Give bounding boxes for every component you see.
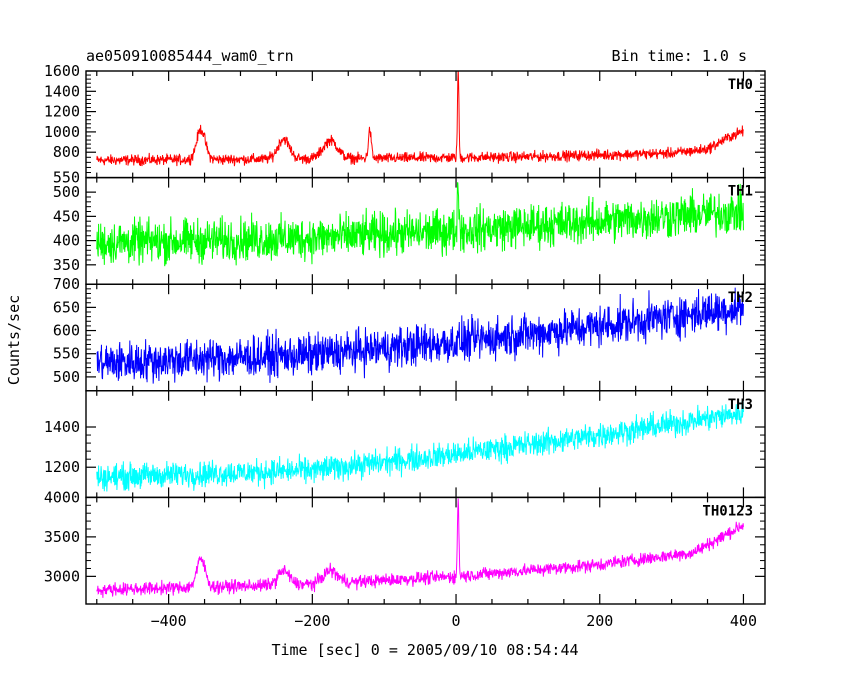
panel-th0123: 3000 3500 4000 TH0123: [44, 488, 766, 605]
y-tick-label: 500: [53, 368, 80, 386]
bin-time-label: Bin time: 1.0 s: [612, 47, 747, 65]
y-tick-label: 1400: [44, 418, 80, 436]
panels-group: 550 800 1000 1200 1400 1600 TH0 350 400 450 500 TH1…: [44, 62, 766, 605]
y-tick-label: 1400: [44, 82, 80, 100]
series-th3: [96, 400, 744, 492]
y-tick-label: 550: [53, 169, 80, 187]
y-tick-label: 600: [53, 322, 80, 340]
y-tick-label: 400: [53, 232, 80, 250]
y-tick-label: 4000: [44, 488, 80, 506]
y-tick-label: 3500: [44, 528, 80, 546]
x-tick-labels: −400 −200 0 200 400: [151, 612, 757, 630]
panel-th0: 550 800 1000 1200 1400 1600 TH0: [44, 62, 766, 187]
y-tick-label: 1200: [44, 103, 80, 121]
series-th0123: [96, 498, 744, 598]
panel-frame: [85, 496, 766, 605]
x-tick-label: −200: [294, 612, 330, 630]
y-tick-label: 3000: [44, 567, 80, 585]
x-tick-label: −400: [151, 612, 187, 630]
panel-th2: 500 550 600 650 700 TH2: [53, 275, 766, 392]
panel-th1: 350 400 450 500 TH1: [53, 176, 766, 285]
y-tick-label: 700: [53, 275, 80, 293]
y-tick-label: 1000: [44, 123, 80, 141]
y-tick-label: 450: [53, 207, 80, 225]
y-tick-label: 800: [53, 143, 80, 161]
x-axis-label: Time [sec] 0 = 2005/09/10 08:54:44: [271, 641, 578, 659]
y-axis-label: Counts/sec: [5, 295, 23, 385]
panel-label-th2: TH2: [728, 290, 753, 306]
y-tick-label: 650: [53, 298, 80, 316]
panel-label-th1: TH1: [728, 184, 753, 200]
panel-label-th0: TH0: [728, 77, 753, 93]
x-tick-label: 200: [586, 612, 613, 630]
x-tick-label: 400: [730, 612, 757, 630]
series-th1: [96, 182, 744, 267]
panel-th3: 1200 1400 TH3: [44, 390, 766, 499]
x-tick-label: 0: [452, 612, 461, 630]
y-tick-label: 1200: [44, 458, 80, 476]
y-tick-label: 500: [53, 183, 80, 201]
chart-title: ae050910085444_wam0_trn: [86, 47, 294, 65]
panel-label-th3: TH3: [728, 397, 753, 413]
series-th2: [96, 287, 744, 384]
series-th0: [96, 71, 744, 167]
y-tick-label: 1600: [44, 62, 80, 80]
y-tick-label: 550: [53, 345, 80, 363]
y-tick-label: 350: [53, 256, 80, 274]
panel-label-th0123: TH0123: [702, 503, 753, 519]
